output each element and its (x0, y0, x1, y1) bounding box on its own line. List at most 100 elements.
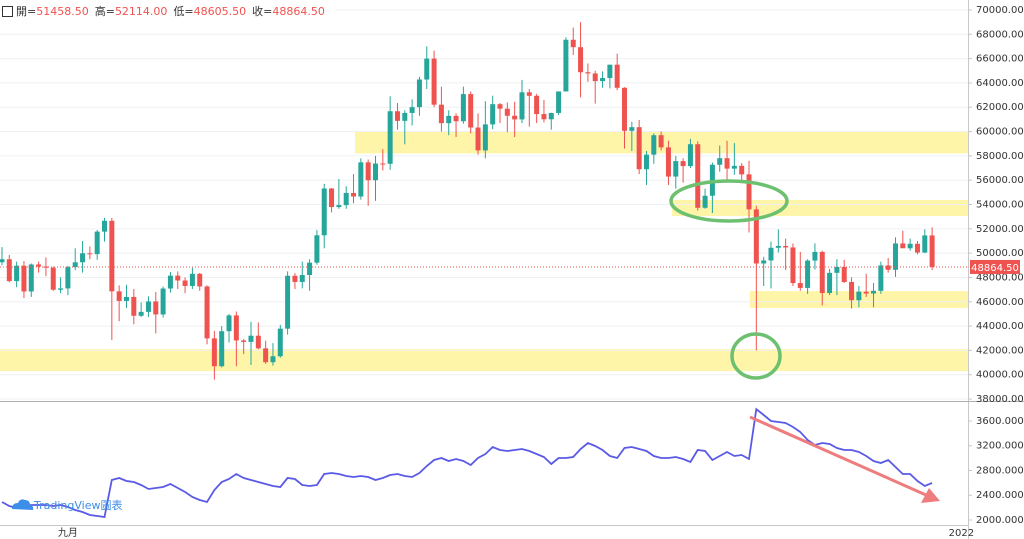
candle-body (680, 161, 686, 167)
candle-body (468, 94, 474, 128)
y-tick-label: 50000.00 (976, 248, 1024, 259)
candle-body (6, 259, 12, 282)
candle-body (812, 251, 818, 261)
candle-body (197, 273, 203, 287)
last-price-box (970, 259, 1020, 274)
candle-body (673, 161, 679, 177)
candle-body (929, 235, 935, 267)
candle-body (358, 162, 364, 197)
candle-body (219, 331, 225, 367)
candle-body (175, 275, 181, 281)
legend-label: 開= (16, 5, 37, 18)
candle-body (563, 39, 569, 92)
candle-body (402, 112, 408, 121)
annotation-ellipse (669, 179, 789, 223)
candle-body (797, 283, 803, 288)
candle-body (863, 291, 869, 294)
candle-body (614, 64, 620, 88)
x-tick-label: 2022 (949, 528, 974, 539)
candle-body (241, 340, 247, 342)
candle-body (409, 107, 415, 113)
y-tick-label: 44000.00 (976, 321, 1024, 332)
candle-body (665, 147, 671, 177)
candle-body (907, 243, 913, 249)
candle-body (270, 356, 276, 363)
symbol-icon (2, 6, 13, 17)
candle-body (28, 264, 34, 292)
candle-body (299, 275, 305, 282)
candle-body (629, 127, 635, 131)
legend-value: 51458.50 (36, 5, 89, 18)
candle-body (182, 280, 188, 286)
watermark-logo (12, 499, 34, 510)
candle-body (651, 135, 657, 155)
candle-body (263, 348, 269, 363)
candle-body (14, 265, 20, 282)
legend-value: 48605.50 (193, 5, 247, 18)
legend-label: 收= (252, 5, 273, 18)
watermark: TradingView圖表 (33, 498, 122, 512)
y-tick-label: 62000.00 (976, 102, 1024, 113)
candle-body (600, 78, 606, 82)
y-tick-label: 48000.00 (976, 272, 1024, 283)
candle-body (365, 162, 371, 181)
candle-body (658, 135, 664, 148)
candle-body (834, 267, 840, 273)
y-tick-label: 46000.00 (976, 297, 1024, 308)
candle-body (438, 104, 444, 124)
candle-body (416, 79, 422, 108)
candle-body (695, 144, 701, 208)
y-tick-label: 56000.00 (976, 175, 1024, 186)
grid (0, 9, 968, 400)
candle-body (460, 94, 466, 122)
candle-body (490, 104, 496, 125)
candle-body (519, 92, 525, 120)
candle-body (116, 291, 122, 301)
y-tick-label: 2800.0000 (976, 465, 1024, 476)
candle-body (783, 245, 789, 248)
candle-body (746, 174, 752, 210)
candle-body (805, 260, 811, 288)
marks (0, 22, 968, 519)
candle-body (622, 87, 628, 131)
ohlc-header: 開=51458.50 高=52114.00 低=48605.50 收=48864.50 (2, 3, 335, 19)
candle-body (80, 253, 86, 263)
candle-body (160, 288, 166, 315)
candle-body (314, 235, 320, 263)
legend-label: 低= (173, 5, 194, 18)
legend-value: 48864.50 (272, 5, 325, 18)
candle-body (189, 273, 195, 286)
y-tick-label: 42000.00 (976, 345, 1024, 356)
y-tick-label: 70000.00 (976, 5, 1024, 16)
candle-body (50, 267, 56, 290)
candle-body (775, 245, 781, 248)
candle-body (607, 64, 613, 79)
y-tick-label: 68000.00 (976, 29, 1024, 40)
candle-body (753, 209, 759, 264)
candle-body (87, 253, 93, 255)
candle-body (841, 267, 847, 282)
candle-body (548, 112, 554, 120)
x-tick-label: 九月 (58, 527, 78, 539)
y-tick-label: 2000.0000 (976, 515, 1024, 526)
candle-body (768, 247, 774, 261)
candle-body (387, 111, 393, 164)
zones (0, 131, 968, 372)
candle-body (336, 205, 342, 208)
candle-body (724, 158, 730, 169)
candle-body (446, 115, 452, 124)
candle-body (892, 243, 898, 270)
candle-body (790, 247, 796, 284)
support-zone (0, 349, 968, 372)
candle-body (65, 267, 71, 289)
candle-body (914, 243, 920, 253)
candle-body (145, 301, 151, 312)
y-tick-label: 66000.00 (976, 54, 1024, 65)
candle-body (424, 58, 430, 80)
candle-body (541, 114, 547, 120)
candle-body (94, 231, 100, 255)
annotation-arrowhead (921, 488, 940, 503)
candle-body (482, 124, 488, 151)
